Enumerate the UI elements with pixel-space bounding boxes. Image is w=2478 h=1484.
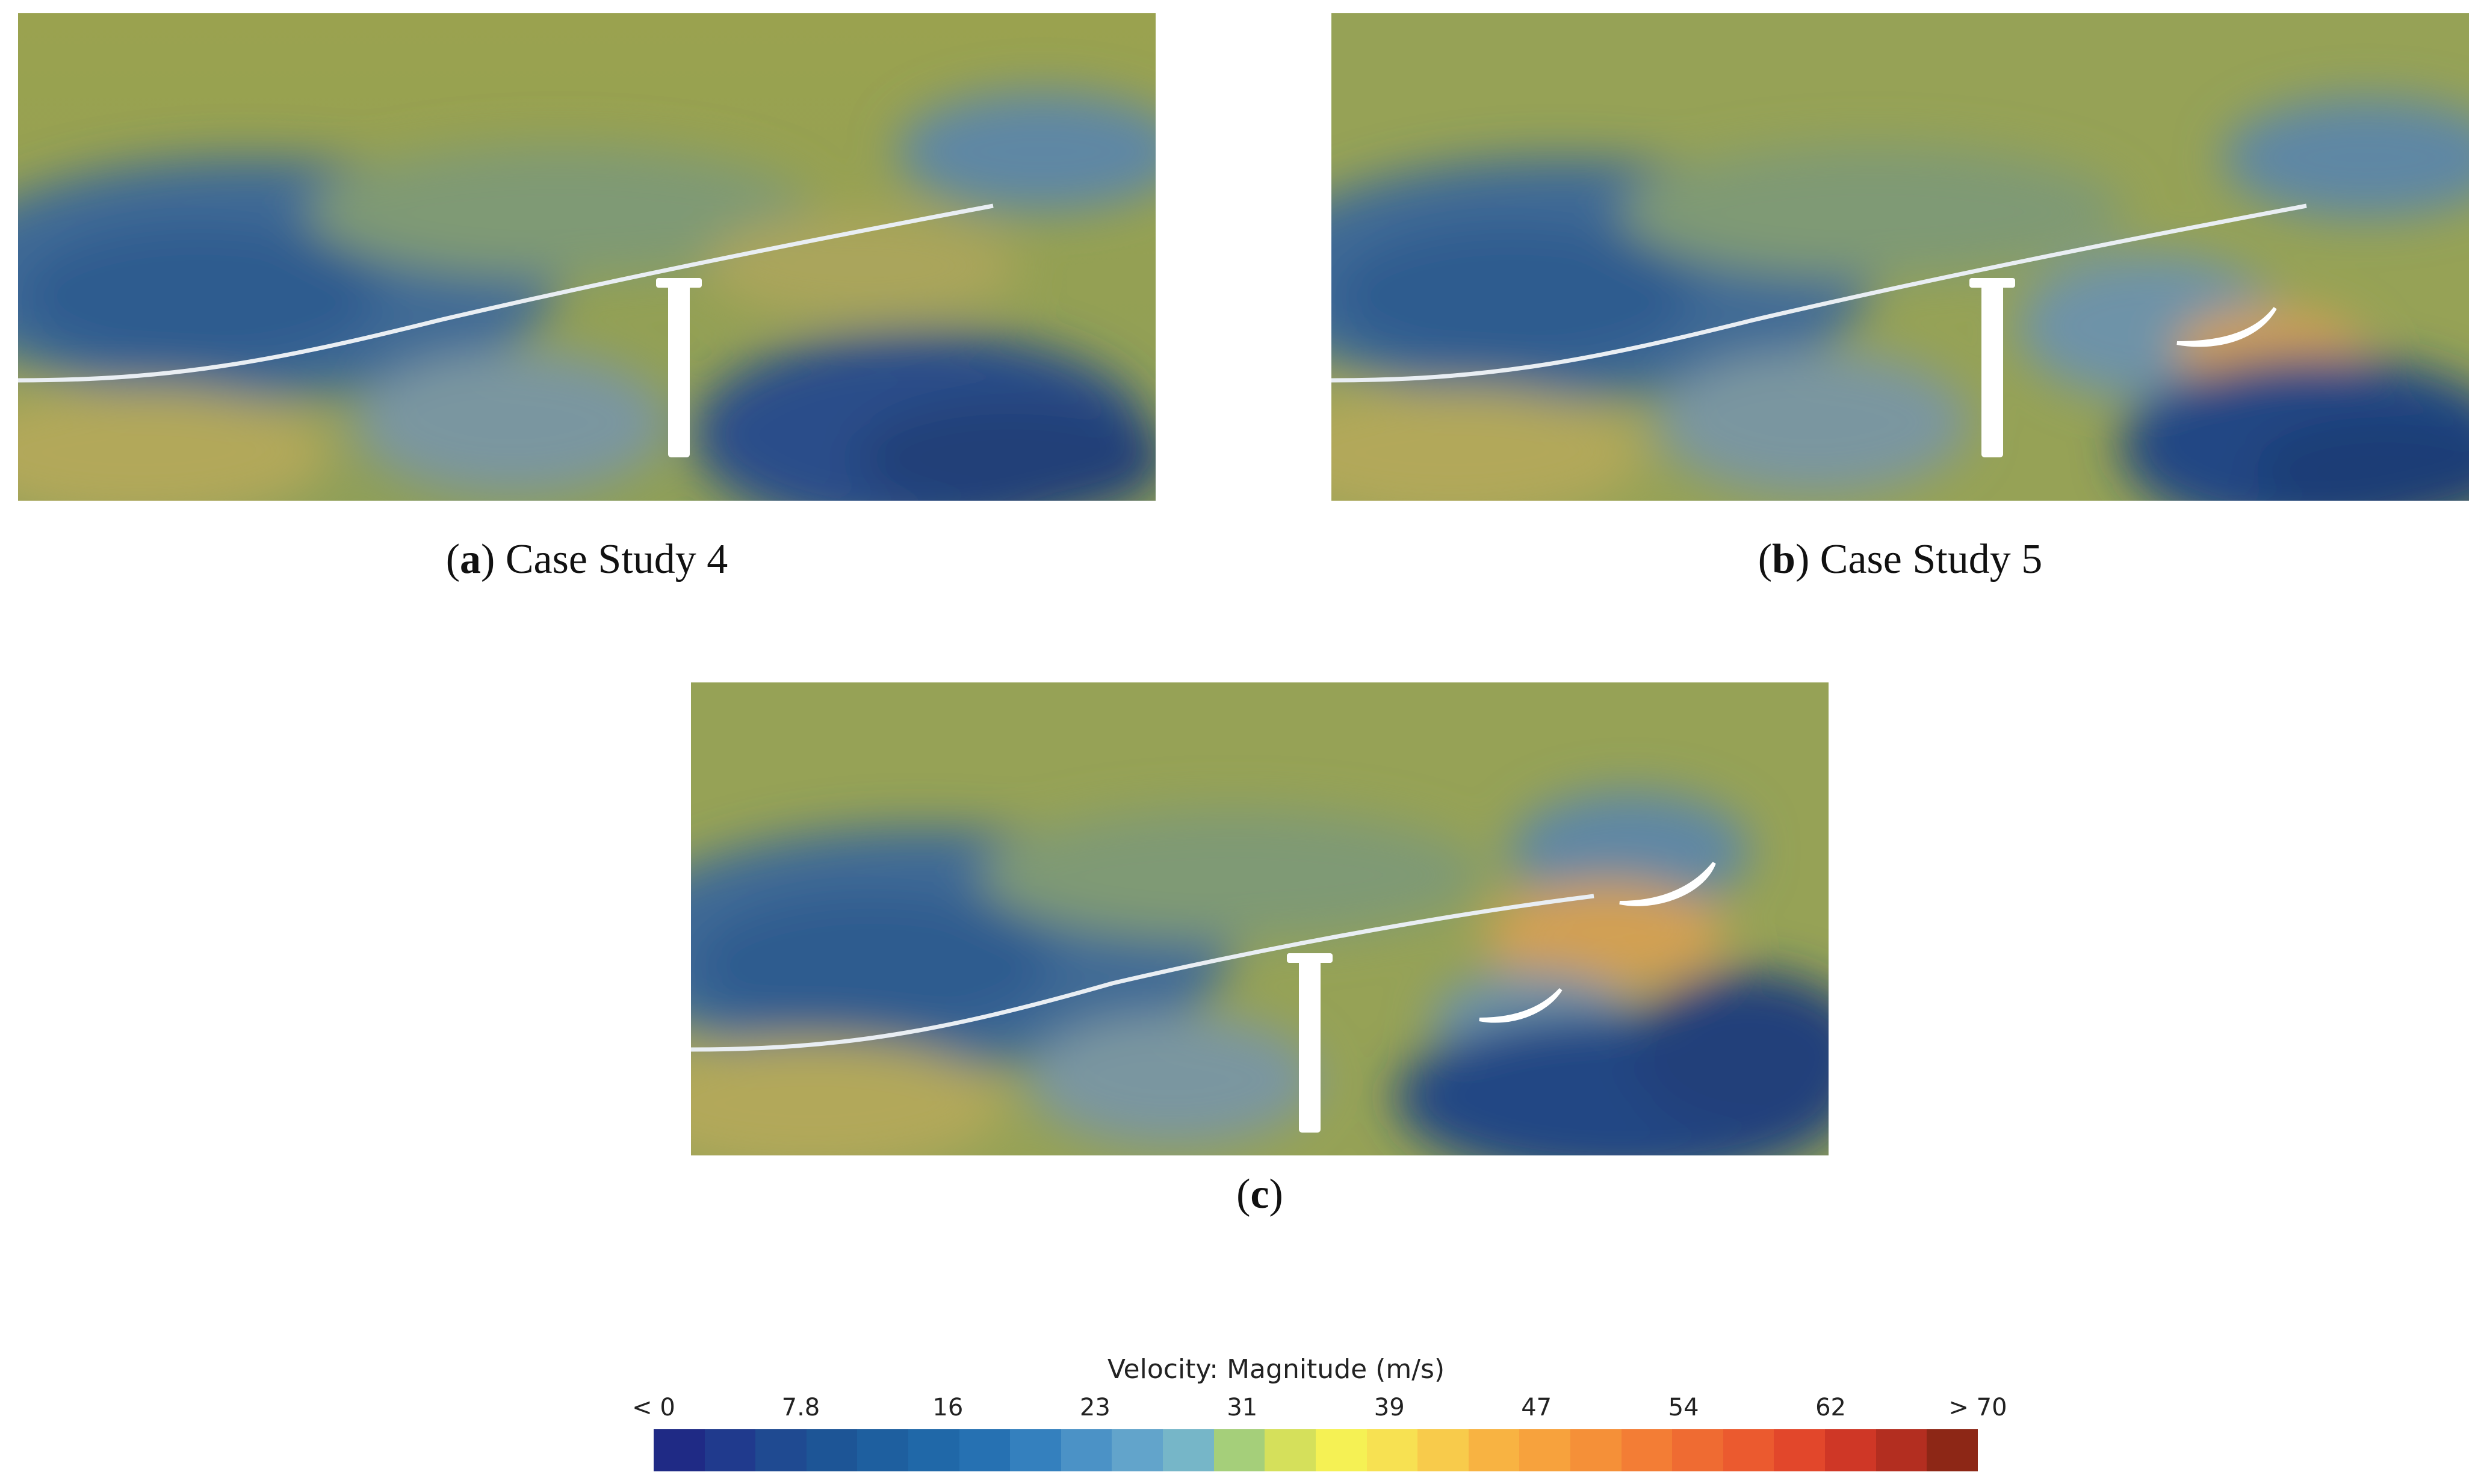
- legend-swatch: [1010, 1429, 1061, 1471]
- panel-a-label: Case Study 4: [505, 536, 728, 583]
- legend-swatch: [806, 1429, 858, 1471]
- legend-swatch: [1061, 1429, 1112, 1471]
- legend-swatch: [1570, 1429, 1622, 1471]
- legend-tick-label: 31: [1227, 1394, 1258, 1421]
- legend-swatch: [1825, 1429, 1876, 1471]
- panel-a-letter: a: [460, 536, 482, 583]
- legend-swatch: [1519, 1429, 1570, 1471]
- panel-b-letter: b: [1772, 536, 1795, 583]
- legend-swatch: [1417, 1429, 1469, 1471]
- legend-swatch: [704, 1429, 756, 1471]
- legend-ticks: < 0 7.8 16 23 31 39 47 54 62 > 70: [614, 1394, 2007, 1424]
- legend-swatch: [654, 1429, 705, 1471]
- legend-swatch: [1876, 1429, 1927, 1471]
- legend-tick-label: < 0: [632, 1394, 675, 1421]
- legend-swatch: [1468, 1429, 1520, 1471]
- legend-swatch: [1315, 1429, 1367, 1471]
- legend-tick-label: 47: [1521, 1394, 1552, 1421]
- panel-b-velocity-contour: [1331, 13, 2469, 501]
- legend-tick-label: 16: [932, 1394, 964, 1421]
- panel-b-flow-field: [1331, 13, 2469, 501]
- legend-swatch: [1213, 1429, 1265, 1471]
- legend-color-bar: [654, 1429, 1978, 1471]
- legend-swatch: [1774, 1429, 1826, 1471]
- panel-c-flow-field: [691, 682, 1829, 1155]
- legend-swatch: [1672, 1429, 1723, 1471]
- legend-tick-label: > 70: [1948, 1394, 2007, 1421]
- legend-title: Velocity: Magnitude (m/s): [1107, 1354, 1445, 1385]
- legend-tick-label: 7.8: [781, 1394, 820, 1421]
- legend-swatch: [857, 1429, 909, 1471]
- legend-swatch: [755, 1429, 807, 1471]
- legend-swatch: [1723, 1429, 1774, 1471]
- panel-c-caption: (c): [1236, 1171, 1283, 1217]
- panel-a-velocity-contour: [18, 13, 1156, 501]
- legend-swatch: [1265, 1429, 1316, 1471]
- panel-b-caption: (b) Case Study 5: [1758, 536, 2043, 583]
- legend-swatch: [1112, 1429, 1163, 1471]
- panel-c-letter: c: [1250, 1171, 1269, 1217]
- legend-swatch: [908, 1429, 959, 1471]
- legend-swatch: [1163, 1429, 1214, 1471]
- legend-swatch: [1366, 1429, 1418, 1471]
- legend-tick-label: 23: [1079, 1394, 1110, 1421]
- legend-tick-label: 39: [1374, 1394, 1405, 1421]
- legend-tick-label: 62: [1815, 1394, 1846, 1421]
- legend-tick-label: 54: [1668, 1394, 1699, 1421]
- legend-swatch: [1927, 1429, 1978, 1471]
- panel-b-label: Case Study 5: [1820, 536, 2043, 583]
- panel-c-velocity-contour: [691, 682, 1829, 1155]
- velocity-legend: Velocity: Magnitude (m/s) < 0 7.8 16 23 31 39…: [614, 1354, 2007, 1474]
- legend-swatch: [1621, 1429, 1673, 1471]
- panel-a-caption: (a) Case Study 4: [445, 536, 728, 583]
- panel-a-flow-field: [18, 13, 1156, 501]
- legend-swatch: [959, 1429, 1011, 1471]
